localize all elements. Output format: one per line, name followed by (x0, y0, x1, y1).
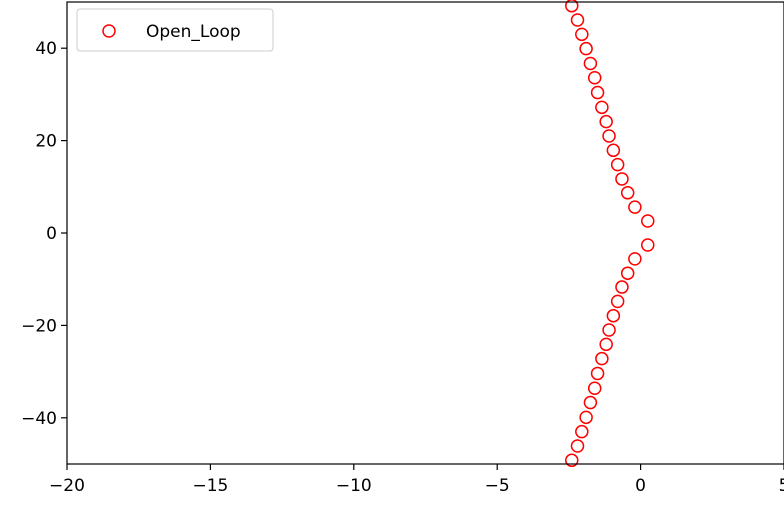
data-point (615, 172, 629, 186)
data-point (570, 13, 585, 27)
y-tick-label: −40 (21, 409, 57, 429)
x-tick-label: −15 (192, 476, 228, 496)
data-point (615, 280, 629, 294)
x-tick-label: −10 (336, 476, 372, 496)
data-point (575, 424, 589, 439)
data-point (565, 453, 579, 468)
data-point (599, 337, 613, 352)
legend-box (76, 8, 274, 52)
data-point (565, 0, 579, 13)
x-tick-label: 5 (779, 476, 784, 496)
data-point (579, 410, 593, 425)
data-point (590, 85, 605, 100)
data-point (628, 252, 642, 266)
data-point (583, 56, 598, 71)
y-tick-label: −20 (21, 316, 57, 336)
data-point (575, 27, 589, 42)
y-axis: −40 −20 0 20 40 (21, 39, 67, 429)
x-tick-label: −5 (485, 476, 510, 496)
data-point (587, 381, 602, 395)
data-point (606, 308, 621, 323)
legend-marker-icon (102, 24, 116, 38)
data-point (628, 200, 642, 214)
legend-label: Open_Loop (146, 22, 241, 42)
data-point (587, 71, 602, 85)
legend: Open_Loop (76, 8, 274, 52)
data-point (610, 294, 625, 309)
data-point (595, 351, 609, 366)
data-points (565, 0, 655, 468)
x-tick-label: 0 (635, 476, 646, 496)
y-tick-label: 40 (35, 39, 57, 59)
data-point (590, 366, 605, 381)
data-point (583, 395, 598, 410)
data-point (641, 238, 655, 252)
data-point (641, 214, 655, 228)
x-axis: −20 −15 −10 −5 0 5 (49, 464, 784, 496)
data-point (606, 143, 621, 158)
y-tick-label: 0 (46, 224, 57, 244)
data-point (610, 157, 625, 172)
y-tick-label: 20 (35, 132, 57, 152)
data-point (602, 323, 616, 337)
data-point (595, 100, 609, 115)
data-point (599, 114, 613, 129)
data-point (579, 41, 593, 56)
x-tick-label: −20 (49, 476, 85, 496)
data-point (602, 129, 616, 143)
data-point (570, 439, 585, 453)
data-point (620, 186, 635, 200)
data-point (620, 266, 635, 280)
